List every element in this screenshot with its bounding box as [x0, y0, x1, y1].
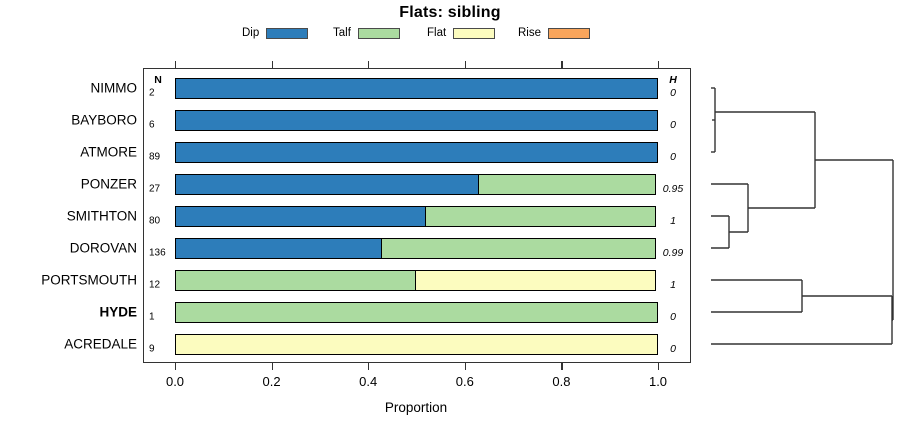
top-tick [368, 61, 370, 68]
legend-label: Talf [333, 27, 351, 39]
row-label-dorovan: DOROVAN [69, 240, 137, 256]
h-value: 0.99 [662, 247, 684, 259]
legend-swatch [453, 27, 496, 39]
row-label-smithton: SMITHTON [66, 208, 137, 224]
bar-segment-dip [175, 237, 383, 259]
row-label-acredale: ACREDALE [64, 336, 137, 352]
legend-label: Dip [242, 27, 260, 39]
stacked-bar [175, 109, 658, 131]
row-label-atmore: ATMORE [80, 144, 137, 160]
row-label-ponzer: PONZER [80, 176, 137, 192]
bar-segment-dip [175, 173, 480, 195]
bottom-tick [271, 363, 273, 370]
stacked-bar [175, 173, 658, 195]
bottom-tick [175, 363, 177, 370]
x-tick-label: 0.2 [262, 374, 281, 389]
n-value: 1 [149, 311, 155, 323]
stacked-bar [175, 77, 658, 99]
h-value: 0 [670, 151, 676, 163]
h-value: 1 [670, 215, 676, 227]
top-tick [464, 61, 467, 68]
bar-segment-talf [381, 237, 657, 259]
bar-segment-flat [175, 333, 658, 355]
n-column-header: N [154, 74, 162, 86]
bottom-tick [561, 363, 563, 370]
n-value: 136 [149, 247, 166, 259]
legend-item-rise: Rise [518, 26, 591, 40]
h-value: 0 [670, 311, 676, 323]
legend-label: Flat [427, 27, 447, 39]
h-value: 0 [670, 87, 676, 99]
legend-swatch [357, 27, 400, 39]
bar-segment-flat [414, 269, 657, 291]
row-label-portsmouth: PORTSMOUTH [41, 272, 137, 288]
bar-segment-talf [175, 269, 417, 291]
n-value: 89 [149, 151, 161, 163]
n-value: 6 [149, 119, 155, 131]
x-tick-label: 0.6 [455, 374, 474, 389]
h-value: 0 [670, 343, 676, 355]
legend-item-flat: Flat [427, 26, 496, 40]
bar-segment-dip [175, 141, 658, 163]
bar-segment-talf [477, 173, 657, 195]
stacked-bar [175, 333, 658, 355]
bar-segment-dip [175, 109, 658, 131]
stacked-bar [175, 141, 658, 163]
legend-swatch [548, 27, 591, 39]
stacked-bar [175, 269, 658, 291]
bottom-tick [658, 363, 660, 370]
x-tick-label: 0.8 [552, 374, 571, 389]
bar-segment-talf [424, 205, 657, 227]
x-tick-label: 0.4 [359, 374, 378, 389]
top-tick [561, 61, 563, 68]
n-value: 2 [149, 87, 155, 99]
x-tick-label: 1.0 [648, 374, 668, 389]
row-label-bayboro: BAYBORO [71, 112, 137, 128]
bar-segment-talf [175, 301, 658, 323]
bottom-tick [368, 363, 370, 370]
legend-swatch [266, 27, 309, 39]
stacked-bar [175, 301, 658, 323]
bar-segment-dip [175, 77, 658, 99]
bottom-tick [464, 363, 467, 370]
n-value: 9 [149, 343, 155, 355]
row-label-nimmo: NIMMO [90, 80, 138, 96]
row-label-hyde: HYDE [99, 304, 137, 320]
legend-item-dip: Dip [242, 26, 309, 40]
stacked-bar [175, 237, 658, 259]
top-tick [175, 61, 177, 68]
x-axis-label: Proportion [384, 400, 448, 415]
h-value: 1 [670, 279, 676, 291]
top-tick [658, 61, 660, 68]
dendrogram [711, 87, 894, 345]
n-value: 12 [149, 279, 161, 291]
legend-item-talf: Talf [333, 26, 400, 40]
stacked-bar [175, 205, 658, 227]
top-tick [271, 61, 273, 68]
n-value: 80 [149, 215, 161, 227]
h-column-header: H [669, 74, 677, 86]
h-value: 0 [670, 119, 676, 131]
bar-segment-dip [175, 205, 427, 227]
chart-title: Flats: sibling [399, 4, 501, 21]
h-value: 0.95 [662, 183, 684, 195]
legend-label: Rise [518, 27, 542, 39]
x-tick-label: 0.0 [165, 374, 185, 389]
n-value: 27 [149, 183, 161, 195]
